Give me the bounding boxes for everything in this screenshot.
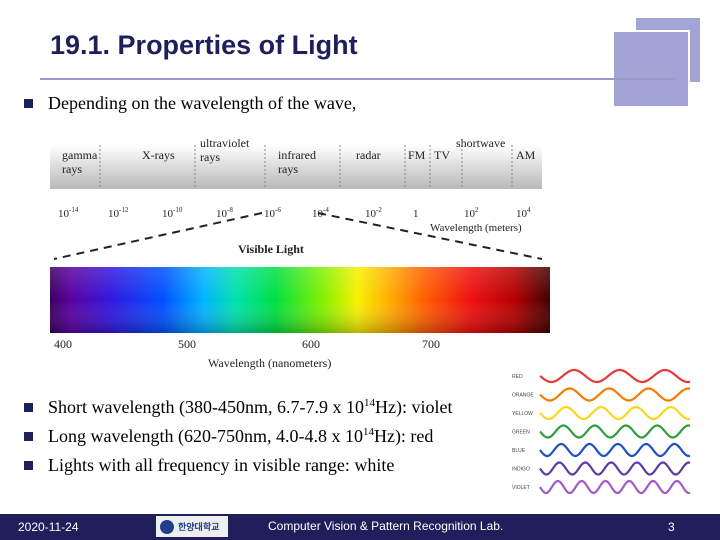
wave-indigo: [539, 461, 691, 476]
logo-text: 한양대학교: [178, 523, 220, 533]
footer-bar: [0, 514, 720, 540]
bullet-marker: [24, 432, 33, 441]
bullet-marker: [24, 403, 33, 412]
bullet-white-light: Lights with all frequency in visible ran…: [48, 455, 395, 475]
bullet-short-wavelength: Short wavelength (380-450nm, 6.7-7.9 x 1…: [48, 397, 453, 417]
band-label: radar: [356, 148, 381, 162]
wave-color-label: YELLOW: [512, 411, 533, 417]
band-label: ultraviolet: [200, 136, 250, 150]
page-title: 19.1. Properties of Light: [50, 30, 358, 60]
decor-square-front: [612, 30, 690, 108]
wavelength-tick-label: 1: [413, 208, 419, 220]
page-number: 3: [668, 520, 675, 534]
band-label: AM: [516, 148, 536, 162]
wave-color-label: INDIGO: [512, 467, 530, 473]
nm-tick-label: 500: [178, 337, 196, 351]
university-logo: 한양대학교: [156, 516, 228, 537]
wave-color-label: RED: [512, 374, 523, 380]
nm-tick-label: 700: [422, 337, 440, 351]
nm-tick-label: 400: [54, 337, 72, 351]
band-label: shortwave: [456, 136, 505, 150]
visible-light-label: Visible Light: [238, 242, 304, 256]
band-label: rays: [200, 150, 220, 164]
band-label: TV: [434, 148, 450, 162]
wave-color-label: BLUE: [512, 448, 526, 454]
band-label: X-rays: [142, 148, 175, 162]
wavelength-nm-label: Wavelength (nanometers): [208, 356, 331, 370]
band-label: rays: [62, 162, 82, 176]
band-label: rays: [278, 162, 298, 176]
nm-tick-label: 600: [302, 337, 320, 351]
footer-date: 2020-11-24: [18, 520, 79, 534]
wave-yellow: [539, 405, 691, 421]
bullet-marker: [24, 99, 33, 108]
band-label: gamma: [62, 148, 98, 162]
band-label: infrared: [278, 148, 316, 162]
wave-blue: [539, 442, 691, 458]
footer-lab-name: Computer Vision & Pattern Recognition La…: [268, 519, 504, 533]
wave-color-label: ORANGE: [512, 393, 534, 399]
band-label: FM: [408, 148, 426, 162]
wavelength-meters-label: Wavelength (meters): [430, 222, 522, 234]
wave-red: [539, 368, 691, 384]
bullet-long-wavelength: Long wavelength (620-750nm, 4.0-4.8 x 10…: [48, 426, 434, 446]
logo-emblem-icon: [160, 519, 174, 534]
wave-violet: [539, 479, 691, 495]
color-waves-diagram: RED ORANGE YELLOW GREEN BLUE INDIGO VIOLET: [510, 362, 695, 498]
wave-color-label: GREEN: [512, 430, 530, 436]
wave-color-label: VIOLET: [512, 485, 530, 491]
wave-orange: [539, 387, 691, 402]
wave-green: [539, 424, 691, 439]
bullet-marker: [24, 461, 33, 470]
title-divider: [40, 78, 676, 80]
intro-text: Depending on the wavelength of the wave,: [48, 93, 357, 113]
